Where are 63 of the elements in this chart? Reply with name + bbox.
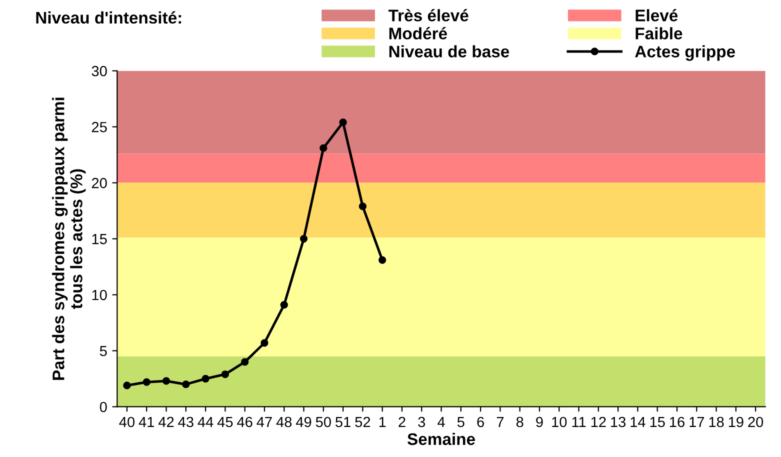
legend-label: Actes grippe: [635, 45, 736, 61]
point: [260, 339, 268, 347]
x-tick-label: 8: [516, 416, 524, 428]
legend-label: Faible: [636, 27, 682, 40]
x-tick-label: 14: [630, 416, 646, 428]
x-tick-label: 52: [355, 416, 370, 428]
x-tick-label: 20: [748, 416, 764, 428]
x-tick-label: 5: [457, 416, 464, 428]
point: [162, 377, 170, 385]
y-tick-label: 10: [92, 290, 107, 300]
legend-label: Très élevé: [388, 9, 468, 22]
x-tick-label: 19: [728, 416, 744, 428]
legend-label: Niveau de base: [389, 45, 510, 58]
y-tick-label: 25: [92, 122, 107, 132]
x-tick-label: 18: [709, 416, 724, 428]
point: [202, 374, 210, 383]
point: [221, 370, 230, 378]
x-tick-label: 49: [296, 416, 312, 428]
x-tick-label: 12: [591, 416, 606, 428]
x-tick-label: 50: [316, 416, 331, 428]
x-tick-label: 45: [217, 416, 233, 428]
x-axis-title: Semaine: [407, 432, 475, 446]
x-tick-label: 46: [237, 416, 252, 428]
y-tick-label: 30: [92, 66, 107, 76]
x-tick-label: 11: [572, 416, 586, 428]
x-tick-label: 47: [256, 416, 272, 428]
legend-label: Elevé: [636, 9, 678, 22]
x-tick-label: 48: [276, 416, 292, 428]
x-tick-label: 3: [418, 416, 426, 428]
x-tick-label: 1: [379, 416, 386, 428]
y-tick-label: 5: [100, 346, 107, 356]
point: [241, 358, 249, 366]
x-tick-label: 17: [690, 416, 704, 428]
x-tick-label: 7: [496, 416, 504, 428]
y-tick-label: 0: [100, 402, 107, 412]
x-tick-label: 42: [158, 416, 174, 428]
x-tick-label: 51: [336, 416, 350, 428]
x-tick-label: 40: [119, 416, 135, 428]
y-axis-title: Part des syndromes grippaux parmi tous les actes (%): [52, 98, 86, 380]
x-tick-label: 4: [438, 416, 445, 428]
point: [142, 378, 150, 386]
x-tick-label: 41: [138, 416, 154, 428]
point: [123, 382, 131, 390]
legend-label: Modéré: [389, 27, 447, 40]
x-tick-label: 13: [611, 416, 626, 428]
point: [378, 256, 386, 264]
point: [182, 380, 190, 388]
point: [320, 144, 328, 152]
x-tick-label: 44: [198, 416, 214, 428]
y-tick-label: 15: [92, 234, 107, 244]
x-tick-label: 43: [178, 416, 194, 428]
x-tick-label: 9: [536, 416, 543, 428]
point: [358, 202, 367, 210]
x-tick-label: 2: [398, 416, 406, 428]
y-tick-label: 20: [92, 178, 107, 188]
legend-title: Niveau d'intensité:: [36, 11, 182, 24]
x-tick-label: 6: [477, 416, 484, 428]
point: [300, 234, 308, 243]
x-tick-label: 15: [650, 416, 665, 428]
x-tick-label: 10: [552, 416, 567, 428]
point: [280, 301, 288, 309]
point: [339, 118, 347, 126]
x-tick-label: 16: [670, 416, 684, 428]
